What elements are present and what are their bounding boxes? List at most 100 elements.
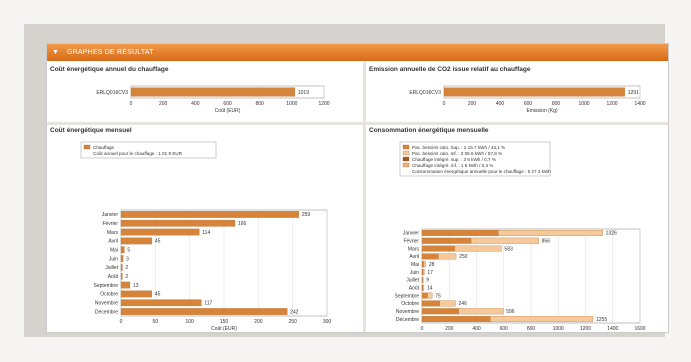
x-tick-label: 800 bbox=[255, 101, 264, 107]
data-label: 856 bbox=[542, 239, 551, 245]
data-label: 13 bbox=[133, 283, 139, 289]
data-label: 28 bbox=[429, 262, 435, 268]
category-label: Juin bbox=[410, 270, 419, 276]
bar bbox=[120, 228, 200, 236]
category-label: Août bbox=[108, 274, 119, 280]
legend-label: Consommation énergétique annuelle pour l… bbox=[412, 169, 551, 174]
x-tick-label: 1000 bbox=[578, 101, 589, 107]
data-label: 17 bbox=[427, 270, 433, 276]
x-axis-label: Coût (EUR) bbox=[215, 108, 241, 114]
data-label: 259 bbox=[302, 212, 311, 218]
bar bbox=[120, 211, 299, 218]
legend-swatch bbox=[402, 144, 410, 150]
category-label: ERLQ016CV3 bbox=[96, 90, 128, 96]
category-label: Octobre bbox=[401, 301, 419, 307]
data-label: 75 bbox=[435, 293, 441, 299]
data-label: 246 bbox=[459, 301, 468, 307]
x-tick-label: 0 bbox=[130, 101, 133, 107]
category-label: Juillet bbox=[406, 278, 419, 284]
data-label: 1255 bbox=[596, 317, 607, 323]
x-tick-label: 400 bbox=[191, 101, 200, 107]
legend-label: Pac. besoins calo. Inf. : 3 05.6 kWh / 5… bbox=[412, 151, 502, 156]
category-label: Mai bbox=[411, 262, 419, 268]
bar-segment bbox=[422, 284, 425, 291]
x-tick-label: 200 bbox=[445, 326, 454, 332]
results-panel: ▼ GRAPHES DE RÉSULTAT Coût énergétique a… bbox=[46, 43, 669, 339]
x-tick-label: 100 bbox=[185, 319, 194, 325]
bar bbox=[120, 255, 124, 262]
data-label: 45 bbox=[155, 292, 161, 298]
legend-label: Coût annuel pour le chauffage : 1 01 9 E… bbox=[93, 151, 183, 156]
bar-segment bbox=[421, 237, 472, 244]
divider-horizontal bbox=[47, 122, 668, 125]
legend-label: Pac. besoins calo. Sup. : 2 16.7 kWh / 4… bbox=[412, 145, 505, 150]
data-label: 45 bbox=[155, 239, 161, 245]
x-tick-label: 0 bbox=[421, 326, 424, 332]
x-tick-label: 250 bbox=[288, 319, 297, 325]
annual-co2-chart: 0 200 400 600 800 1000 1200 1400 Emission (Kg) ER… bbox=[409, 85, 646, 114]
annual-cost-section: Coût énergétique annuel du chauffage 0 20… bbox=[47, 64, 363, 122]
category-label: Février bbox=[403, 239, 419, 245]
bar bbox=[120, 272, 123, 280]
chevron-down-icon[interactable]: ▼ bbox=[52, 49, 59, 56]
bar-segment bbox=[438, 253, 457, 260]
bar-segment bbox=[421, 253, 439, 260]
category-label: Septembre bbox=[94, 283, 119, 289]
x-tick-label: 1600 bbox=[634, 326, 645, 332]
bar bbox=[120, 308, 288, 315]
x-axis-label: Coût (EUR) bbox=[211, 326, 237, 332]
category-label: Avril bbox=[409, 254, 419, 260]
annual-cost-chart: 0 200 400 600 800 1000 1200 Coût (EUR) ERLQ016CV… bbox=[96, 85, 330, 114]
bar bbox=[120, 281, 131, 289]
x-tick-label: 400 bbox=[472, 326, 481, 332]
x-tick-label: 1000 bbox=[286, 101, 297, 107]
bar-segment bbox=[421, 300, 440, 307]
x-tick-label: 1200 bbox=[318, 101, 329, 107]
bar-segment bbox=[423, 261, 426, 268]
bar bbox=[120, 237, 153, 245]
bar-segment bbox=[421, 308, 459, 315]
category-label: Mai bbox=[110, 248, 118, 254]
category-label: Juillet bbox=[105, 265, 118, 271]
category-label: Mars bbox=[107, 230, 119, 236]
x-tick-label: 300 bbox=[323, 319, 332, 325]
category-label: ERLQ016CV3 bbox=[409, 90, 441, 96]
x-axis-label: Emission (Kg) bbox=[526, 108, 557, 114]
monthly-cost-title: Coût énergétique mensuel bbox=[50, 127, 132, 134]
results-header[interactable]: ▼ GRAPHES DE RÉSULTAT bbox=[47, 44, 668, 61]
legend-label: Chauffage intégré. inf. : 1 6 kWh / 0,3 … bbox=[412, 163, 493, 168]
x-tick-label: 1200 bbox=[580, 326, 591, 332]
monthly-cost-section: Coût énergétique mensuel 0 50 100 150 200 250… bbox=[47, 125, 363, 332]
category-label: Janvier bbox=[403, 231, 419, 237]
monthly-energy-chart: 0 200 400 600 800 1000 1200 1400 1600 Consommatio… bbox=[395, 141, 646, 339]
data-label: 117 bbox=[204, 301, 212, 307]
x-tick-label: 200 bbox=[468, 101, 477, 107]
annual-co2-title: Emission annuelle de CO2 issue relatif a… bbox=[369, 66, 531, 73]
bar-segment bbox=[458, 308, 504, 315]
x-tick-label: 800 bbox=[552, 101, 561, 107]
bar bbox=[120, 264, 123, 271]
data-label: 114 bbox=[202, 230, 210, 236]
bar-segment bbox=[489, 316, 594, 323]
x-tick-label: 50 bbox=[153, 319, 159, 325]
bar-segment bbox=[421, 316, 491, 323]
annual-cost-title: Coût énergétique annuel du chauffage bbox=[50, 66, 169, 73]
category-label: Octobre bbox=[100, 292, 118, 298]
bar-segment bbox=[470, 237, 539, 244]
category-label: Décembre bbox=[396, 317, 419, 323]
x-tick-label: 400 bbox=[496, 101, 505, 107]
bar bbox=[130, 87, 296, 97]
monthly-energy-section: Consommation énergétique mensuelle 0 200 4… bbox=[366, 125, 668, 339]
bar bbox=[443, 87, 625, 97]
data-label: 2 bbox=[125, 265, 128, 271]
x-tick-label: 200 bbox=[254, 319, 263, 325]
legend-swatch bbox=[402, 162, 410, 168]
data-label: 1019 bbox=[298, 90, 309, 96]
data-label: 5 bbox=[127, 248, 130, 254]
x-tick-label: 1400 bbox=[634, 101, 645, 107]
bar-segment bbox=[421, 229, 499, 236]
x-tick-label: 200 bbox=[159, 101, 168, 107]
bar-segment bbox=[439, 300, 456, 307]
data-label: 242 bbox=[290, 309, 299, 315]
monthly-energy-title: Consommation énergétique mensuelle bbox=[369, 127, 489, 134]
